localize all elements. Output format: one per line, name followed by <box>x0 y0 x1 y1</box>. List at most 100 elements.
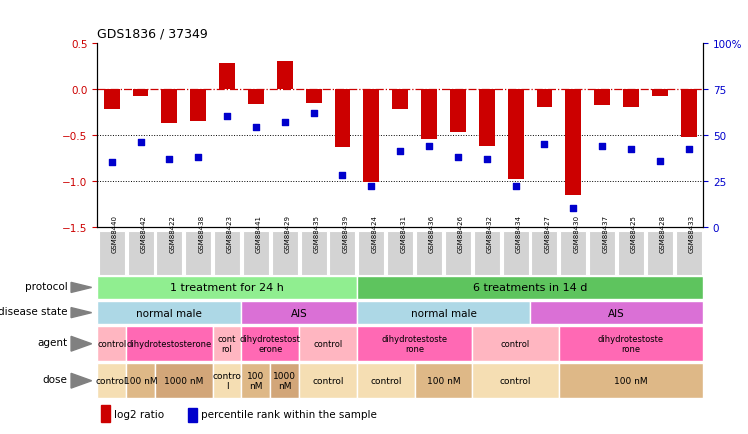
Text: GSM88434: GSM88434 <box>515 214 521 252</box>
Point <box>481 156 493 163</box>
Bar <box>186 232 211 275</box>
Text: control: control <box>313 376 344 385</box>
Bar <box>127 232 153 275</box>
Text: control: control <box>370 376 402 385</box>
Text: 1000 nM: 1000 nM <box>164 376 203 385</box>
Bar <box>104 89 120 110</box>
Text: 100 nM: 100 nM <box>614 376 648 385</box>
Bar <box>594 89 610 106</box>
Bar <box>334 89 350 148</box>
Bar <box>329 232 355 275</box>
Bar <box>559 327 703 361</box>
Bar <box>243 232 269 275</box>
Bar <box>387 232 413 275</box>
Text: GSM88432: GSM88432 <box>487 214 493 252</box>
Point <box>394 148 406 155</box>
Bar <box>503 232 529 275</box>
Bar <box>99 232 125 275</box>
Bar <box>675 232 702 275</box>
Text: log2 ratio: log2 ratio <box>114 409 164 419</box>
Bar <box>190 89 206 122</box>
Text: GSM88441: GSM88441 <box>256 214 262 252</box>
Bar <box>126 364 155 398</box>
Text: GSM88435: GSM88435 <box>313 214 319 252</box>
Bar <box>132 89 148 97</box>
Text: GDS1836 / 37349: GDS1836 / 37349 <box>97 28 208 41</box>
Bar <box>188 408 197 422</box>
Bar <box>248 89 264 105</box>
Bar <box>445 232 471 275</box>
Bar <box>301 232 327 275</box>
Bar <box>536 89 552 108</box>
Text: GSM88430: GSM88430 <box>573 214 579 252</box>
Text: GSM88433: GSM88433 <box>689 214 695 252</box>
Polygon shape <box>71 337 91 352</box>
Point <box>596 143 608 150</box>
Bar <box>472 364 559 398</box>
Text: dihydrotestost
erone: dihydrotestost erone <box>240 335 301 353</box>
Text: GSM88425: GSM88425 <box>631 214 637 252</box>
Text: control: control <box>500 376 531 385</box>
Bar <box>272 232 298 275</box>
Bar <box>156 232 183 275</box>
Text: 100 nM: 100 nM <box>123 376 157 385</box>
Bar <box>97 364 126 398</box>
Bar <box>357 364 414 398</box>
Point <box>105 160 117 167</box>
Text: GSM88427: GSM88427 <box>545 214 551 252</box>
Text: GSM88439: GSM88439 <box>343 214 349 252</box>
Bar <box>357 301 530 325</box>
Bar <box>97 301 242 325</box>
Bar <box>508 89 524 180</box>
Point <box>163 156 175 163</box>
Text: percentile rank within the sample: percentile rank within the sample <box>201 409 377 419</box>
Text: GSM88423: GSM88423 <box>227 214 233 252</box>
Text: dose: dose <box>43 374 67 384</box>
Bar <box>155 364 212 398</box>
Point <box>567 206 579 213</box>
Text: GSM88429: GSM88429 <box>285 214 291 252</box>
Point <box>337 172 349 179</box>
Bar <box>530 301 703 325</box>
Bar <box>531 232 557 275</box>
Polygon shape <box>71 283 91 293</box>
Text: dihydrotestosterone: dihydrotestosterone <box>126 339 212 349</box>
Point <box>654 158 666 164</box>
Bar <box>97 327 126 361</box>
Bar <box>358 232 384 275</box>
Point <box>307 110 319 117</box>
Point <box>250 125 262 132</box>
Text: control: control <box>96 376 127 385</box>
Bar <box>647 232 672 275</box>
Polygon shape <box>71 308 91 318</box>
Text: GSM88436: GSM88436 <box>429 214 435 252</box>
Text: 1 treatment for 24 h: 1 treatment for 24 h <box>170 283 284 293</box>
Point <box>221 114 233 121</box>
Text: GSM88422: GSM88422 <box>169 214 175 252</box>
Text: contro
l: contro l <box>212 372 242 390</box>
Bar <box>299 327 357 361</box>
Text: control: control <box>501 339 530 349</box>
Text: GSM88424: GSM88424 <box>371 214 377 252</box>
Bar <box>364 89 379 182</box>
Bar <box>357 327 472 361</box>
Text: normal male: normal male <box>136 308 202 318</box>
Text: agent: agent <box>37 337 67 347</box>
Bar <box>681 89 696 137</box>
Text: normal male: normal male <box>411 308 476 318</box>
Text: 100
nM: 100 nM <box>248 372 265 390</box>
Bar <box>473 232 500 275</box>
Bar <box>416 232 442 275</box>
Bar <box>242 301 357 325</box>
Text: GSM88440: GSM88440 <box>111 214 117 252</box>
Bar <box>392 89 408 110</box>
Point <box>452 154 464 161</box>
Text: AIS: AIS <box>291 308 307 318</box>
Point <box>135 139 147 146</box>
Bar <box>623 89 639 108</box>
Bar <box>212 364 242 398</box>
Point <box>279 119 291 126</box>
Bar <box>472 327 559 361</box>
Polygon shape <box>71 373 91 388</box>
Text: dihydrotestoste
rone: dihydrotestoste rone <box>381 335 447 353</box>
